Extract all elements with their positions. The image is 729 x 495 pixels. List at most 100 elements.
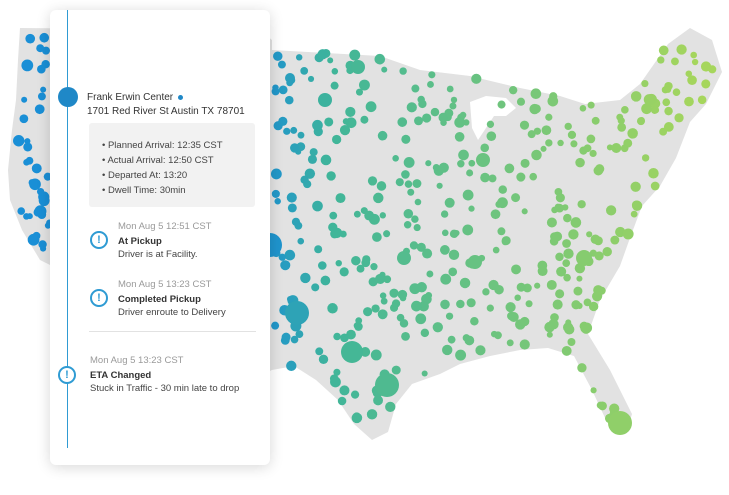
location-dot [373,192,384,204]
divider [89,331,256,332]
location-dot [546,217,557,228]
location-dot [531,149,542,161]
location-dot [399,67,407,75]
location-dot [439,245,450,255]
location-dot [420,328,430,338]
event-description: Stuck in Traffic - 30 min late to drop [90,383,240,394]
location-dot [602,247,612,257]
location-dot [331,68,339,75]
location-dot [468,159,476,167]
location-dot [342,118,350,125]
location-dot [339,385,350,396]
location-dot [360,347,371,357]
location-dot [565,319,572,326]
location-dot [304,168,316,179]
actual-arrival: • Actual Arrival: 12:50 CST [102,155,214,166]
location-dot [397,289,408,300]
location-dot [351,255,361,266]
location-dot [31,163,42,174]
location-dot [284,249,296,261]
location-dot [36,187,45,196]
location-dot [605,205,617,216]
location-dot [392,155,399,162]
location-dot [450,96,458,104]
location-dot [590,387,597,394]
location-dot [641,79,649,88]
location-dot [280,335,290,345]
location-dot [285,73,295,83]
location-dot [40,86,47,93]
dwell-time: • Dwell Time: 30min [102,185,186,196]
location-dot [324,117,334,127]
location-dot [627,128,638,139]
location-dot [456,299,465,309]
location-dot [550,313,559,322]
location-dot [335,193,346,204]
location-dot [43,172,52,181]
location-dot [577,200,586,209]
location-dot [537,266,548,277]
location-dot [468,205,475,212]
location-dot [497,197,508,209]
location-dot [449,102,457,110]
location-dot [339,125,351,136]
location-dot [546,279,557,290]
location-dot [684,96,694,107]
location-dot [320,275,331,286]
location-dot [563,248,574,259]
location-dot [273,51,283,61]
location-dot [379,292,387,299]
location-dot [413,224,421,232]
location-dot [588,301,599,312]
location-dot [363,307,373,317]
location-dot [37,64,46,74]
location-dot [314,245,323,254]
location-dot [33,207,43,217]
location-dot [446,85,454,93]
location-dot [13,135,25,147]
location-dot [295,330,304,339]
location-dot [367,176,378,186]
location-dot [447,335,456,344]
location-dot [327,57,334,64]
location-dot [608,411,632,435]
location-dot [488,279,499,291]
location-dot [475,345,486,356]
location-dot [486,131,497,141]
location-dot [38,240,47,249]
location-dot [311,283,320,292]
location-dot [432,322,443,333]
location-dot [480,143,490,153]
location-dot [462,189,474,201]
location-dot [448,267,458,277]
location-dot [610,235,620,245]
location-dot [370,349,382,361]
location-dot [575,157,585,168]
event-title: ETA Changed [90,370,152,381]
location-dot [377,309,388,320]
location-dot [454,117,466,128]
stop-name[interactable]: Frank Erwin Center [87,92,184,103]
location-dot [351,60,365,74]
location-dot [519,339,530,350]
location-dot [652,106,660,114]
location-dot [611,142,622,153]
location-dot [533,127,542,135]
location-dot [525,300,533,308]
location-dot [570,140,578,148]
location-dot [380,297,388,305]
location-dot [563,273,571,282]
location-dot [283,127,291,135]
location-dot [594,251,604,261]
location-dot [34,104,45,115]
location-dot [375,373,399,397]
location-dot [482,288,490,296]
location-dot [591,116,600,125]
location-dot [687,75,697,86]
location-dot [370,263,378,271]
location-dot [395,178,404,187]
location-dot [641,154,650,162]
location-dot [568,229,579,240]
location-dot [373,395,384,406]
location-dot [425,160,432,167]
